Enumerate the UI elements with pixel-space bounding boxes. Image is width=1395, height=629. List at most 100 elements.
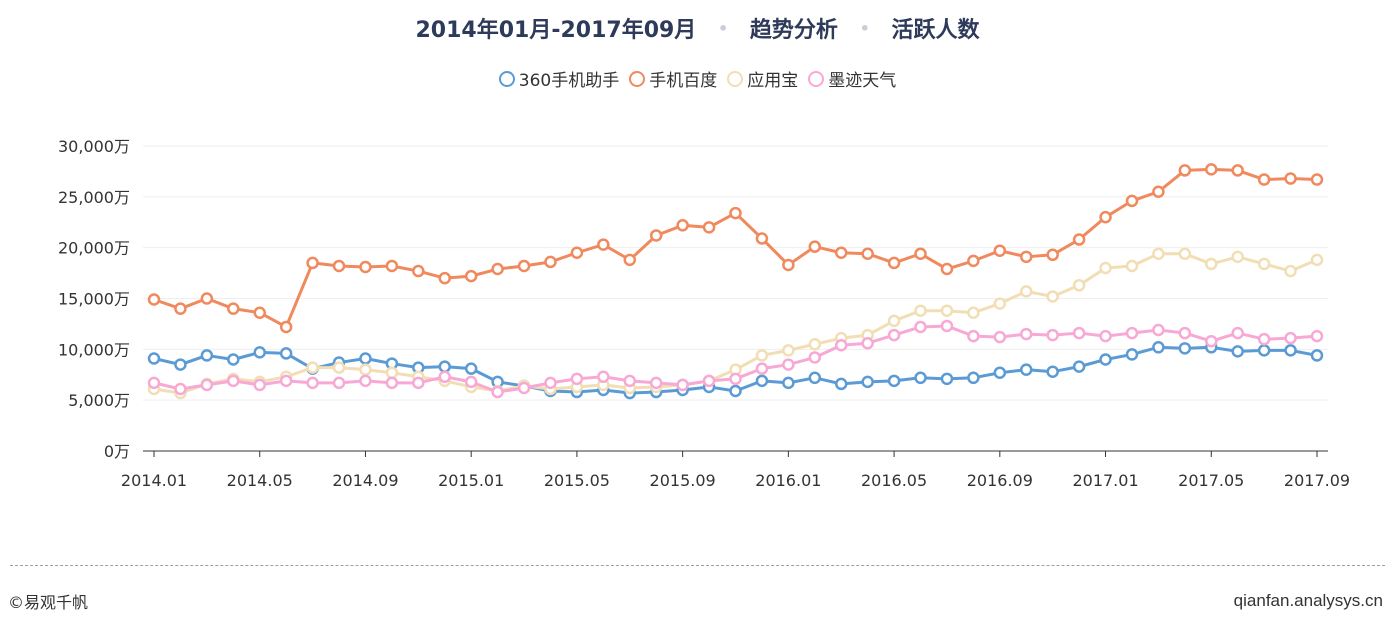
data-point[interactable] [1152, 341, 1165, 354]
data-point[interactable] [1046, 365, 1059, 378]
data-point[interactable] [914, 247, 927, 261]
data-point[interactable] [887, 314, 901, 328]
data-point[interactable] [914, 304, 927, 317]
data-point[interactable] [702, 374, 716, 388]
data-point[interactable] [253, 378, 266, 392]
legend-item[interactable]: 应用宝 [727, 66, 798, 91]
data-point[interactable] [438, 360, 451, 373]
legend-item[interactable]: 360手机助手 [498, 66, 619, 91]
data-point[interactable] [1020, 250, 1033, 264]
data-point[interactable] [147, 376, 161, 390]
data-point[interactable] [1178, 342, 1192, 355]
data-point[interactable] [1072, 279, 1086, 292]
data-point[interactable] [887, 328, 901, 342]
data-point[interactable] [1310, 349, 1324, 362]
data-point[interactable] [227, 374, 240, 388]
data-point[interactable] [147, 293, 161, 306]
data-point[interactable] [412, 376, 425, 390]
data-point[interactable] [623, 374, 637, 388]
data-point[interactable] [1257, 257, 1271, 271]
data-point[interactable] [1152, 247, 1165, 261]
data-point[interactable] [729, 384, 742, 398]
data-point[interactable] [861, 247, 874, 261]
data-point[interactable] [1284, 331, 1297, 345]
data-point[interactable] [1099, 261, 1112, 275]
data-point[interactable] [385, 376, 399, 390]
data-point[interactable] [1284, 172, 1297, 185]
data-point[interactable] [332, 361, 346, 374]
data-point[interactable] [623, 253, 637, 267]
data-point[interactable] [1310, 173, 1324, 186]
data-point[interactable] [834, 377, 848, 391]
data-point[interactable] [570, 246, 584, 259]
data-point[interactable] [279, 347, 293, 360]
data-point[interactable] [914, 320, 927, 334]
data-point[interactable] [544, 255, 557, 269]
data-point[interactable] [1125, 326, 1139, 340]
data-point[interactable] [1231, 326, 1244, 340]
data-point[interactable] [649, 376, 663, 390]
data-point[interactable] [702, 221, 716, 234]
data-point[interactable] [808, 371, 822, 385]
data-point[interactable] [597, 238, 610, 251]
data-point[interactable] [729, 206, 742, 220]
data-point[interactable] [1125, 194, 1139, 208]
data-point[interactable] [782, 376, 795, 390]
data-point[interactable] [174, 358, 187, 371]
data-point[interactable] [993, 244, 1007, 257]
data-point[interactable] [597, 370, 610, 384]
data-point[interactable] [834, 246, 848, 259]
data-point[interactable] [1231, 345, 1244, 358]
data-point[interactable] [993, 366, 1007, 379]
data-point[interactable] [755, 374, 769, 388]
data-point[interactable] [385, 366, 399, 379]
data-point[interactable] [306, 361, 319, 374]
data-point[interactable] [887, 374, 901, 388]
data-point[interactable] [174, 382, 187, 396]
data-point[interactable] [227, 302, 240, 315]
data-point[interactable] [332, 376, 346, 390]
data-point[interactable] [1020, 363, 1033, 376]
data-point[interactable] [808, 351, 822, 364]
data-point[interactable] [1310, 253, 1324, 267]
data-point[interactable] [940, 262, 954, 276]
data-point[interactable] [200, 292, 214, 305]
data-point[interactable] [227, 353, 240, 366]
data-point[interactable] [993, 297, 1007, 310]
data-point[interactable] [491, 385, 504, 399]
data-point[interactable] [359, 374, 372, 388]
data-point[interactable] [1099, 210, 1112, 224]
data-point[interactable] [464, 269, 478, 283]
data-point[interactable] [861, 375, 874, 389]
data-point[interactable] [1125, 259, 1139, 273]
data-point[interactable] [1072, 233, 1086, 246]
data-point[interactable] [1020, 285, 1033, 298]
data-point[interactable] [967, 329, 980, 343]
data-point[interactable] [782, 258, 795, 272]
data-point[interactable] [464, 375, 478, 389]
data-point[interactable] [1178, 326, 1192, 340]
data-point[interactable] [491, 262, 504, 276]
data-point[interactable] [887, 256, 901, 270]
data-point[interactable] [834, 339, 848, 352]
data-point[interactable] [517, 381, 531, 395]
data-point[interactable] [1152, 185, 1165, 198]
legend-item[interactable]: 手机百度 [629, 66, 717, 91]
data-point[interactable] [438, 271, 451, 285]
data-point[interactable] [147, 352, 161, 365]
data-point[interactable] [676, 378, 689, 392]
data-point[interactable] [1284, 344, 1297, 357]
data-point[interactable] [200, 378, 214, 392]
data-point[interactable] [279, 374, 293, 388]
data-point[interactable] [993, 330, 1007, 344]
data-point[interactable] [808, 240, 822, 253]
data-point[interactable] [359, 260, 372, 274]
data-point[interactable] [359, 363, 372, 376]
data-point[interactable] [253, 306, 266, 319]
data-point[interactable] [755, 362, 769, 375]
data-point[interactable] [544, 376, 557, 390]
data-point[interactable] [279, 320, 293, 334]
data-point[interactable] [914, 371, 927, 385]
data-point[interactable] [464, 362, 478, 375]
data-point[interactable] [782, 358, 795, 371]
